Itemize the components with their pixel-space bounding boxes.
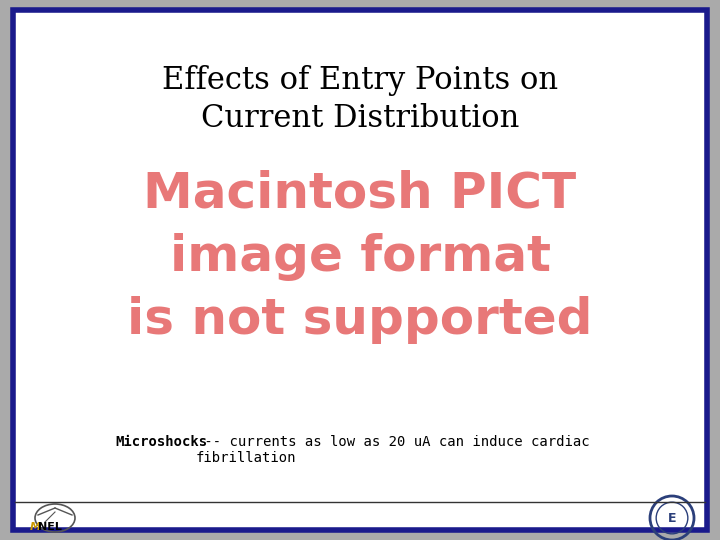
Text: -- currents as low as 20 uA can induce cardiac
fibrillation: -- currents as low as 20 uA can induce c…	[196, 435, 590, 465]
Text: Microshocks: Microshocks	[115, 435, 207, 449]
Text: Macintosh PICT
image format
is not supported: Macintosh PICT image format is not suppo…	[127, 170, 593, 345]
Text: M: M	[30, 522, 41, 532]
Text: E: E	[667, 511, 676, 524]
Text: Effects of Entry Points on
Current Distribution: Effects of Entry Points on Current Distr…	[162, 65, 558, 134]
Text: NEL: NEL	[38, 522, 62, 532]
